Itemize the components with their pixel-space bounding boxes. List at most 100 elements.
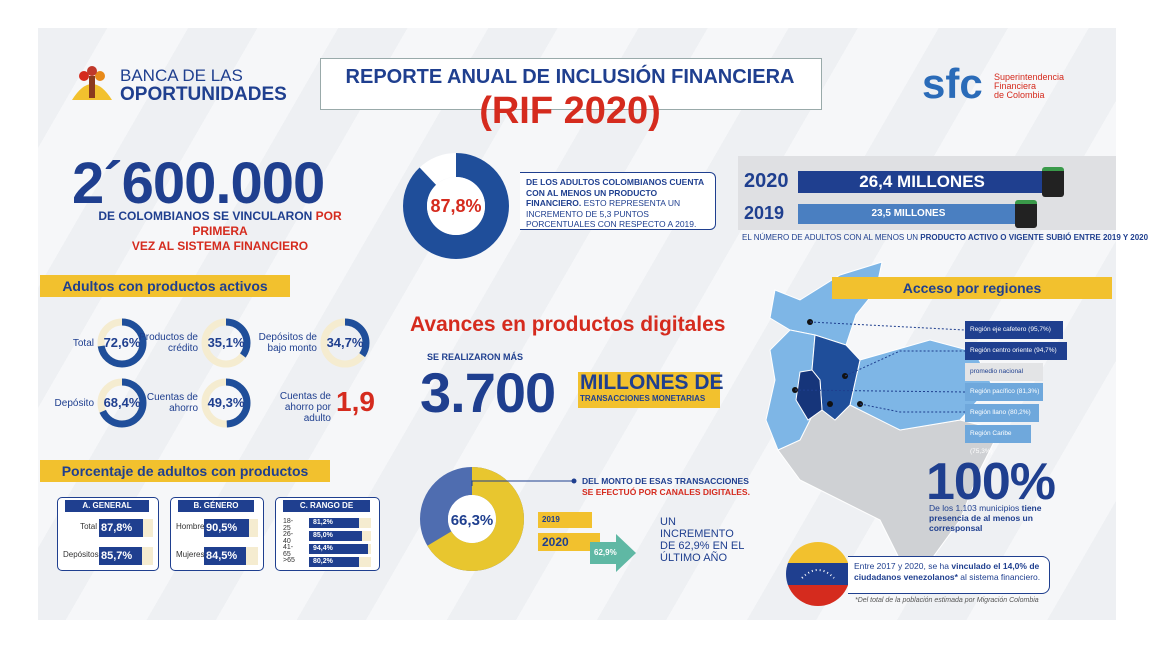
year-bar	[538, 512, 592, 528]
ring-label: Total	[72, 337, 94, 349]
row-label: >65	[283, 557, 295, 564]
ring	[320, 318, 370, 368]
digital-number: 3.700	[420, 361, 556, 424]
big-number: 2´600.000	[72, 151, 325, 216]
bar-value: 94,4%	[313, 545, 333, 552]
leader-line	[471, 480, 574, 486]
ring-arc	[320, 318, 370, 368]
row-label: Depósitos	[63, 550, 99, 559]
text: al sistema financiero.	[960, 571, 1041, 582]
ring-value: 68,4%	[103, 395, 141, 410]
ring-label: Productos de crédito	[139, 332, 198, 354]
text: De los 1.103 municipios	[929, 503, 1020, 513]
year-label: 2019	[542, 515, 560, 524]
donut-arc	[403, 153, 509, 259]
sfc-logo: sfc	[922, 60, 983, 107]
donut-text: DE LOS ADULTOS COLOMBIANOS CUENTA CON AL…	[520, 172, 716, 230]
region-label: Región Caribe (75,3%)	[965, 425, 1031, 455]
digital-unit-box	[578, 372, 720, 408]
ring	[97, 378, 147, 428]
digital-unit: MILLONES DE	[580, 371, 724, 394]
sfc-name-line: de Colombia	[994, 90, 1045, 100]
row-label: Hombres	[176, 522, 209, 531]
row-label: 18-25	[283, 518, 294, 532]
growth-text: UN INCREMENTO DE 62,9% EN EL ÚLTIMO AÑO	[660, 516, 744, 564]
ring-label: Depósito	[54, 397, 94, 409]
digital-intro: SE REALIZARON MÁS	[427, 352, 524, 362]
bar-value: 84,5%	[206, 550, 238, 562]
title: REPORTE ANUAL DE INCLUSIÓN FINANCIERA	[345, 66, 795, 88]
bar	[309, 518, 360, 528]
map-region	[795, 369, 823, 421]
growth-label: 62,9%	[594, 548, 617, 557]
region-label: Región pacífico (81,3%)	[965, 383, 1043, 401]
bar-value: 85,7%	[101, 550, 133, 562]
ring-value: 35,1%	[207, 335, 245, 350]
bar-value: 90,5%	[206, 522, 238, 534]
ring-value: 49,3%	[207, 395, 245, 410]
leaders	[794, 321, 966, 413]
map-region	[849, 339, 993, 431]
logo-trunk	[89, 76, 95, 98]
coverage-text: De los 1.103 municipios tiene presencia …	[929, 503, 1069, 533]
section-header: Acceso por regiones	[832, 277, 1112, 299]
bar	[309, 557, 359, 567]
map-dot	[827, 401, 833, 407]
region-label: Región llano (80,2%)	[965, 404, 1039, 422]
flag-stripe	[786, 585, 850, 606]
donut-label: 87,8%	[430, 196, 481, 216]
digital-unit2: TRANSACCIONES MONETARIAS	[580, 394, 706, 403]
coverage: 100%	[926, 453, 1056, 511]
year-note: EL NÚMERO DE ADULTOS CON AL MENOS UN PRO…	[742, 233, 1148, 242]
leader-line	[859, 403, 965, 413]
sfc-name: Superintendencia Financiera de Colombia	[994, 73, 1064, 100]
bar	[204, 547, 247, 565]
text: VEZ AL SISTEMA FINANCIERO	[131, 239, 309, 253]
group-title: C. RANGO DE EDADES	[283, 500, 370, 522]
wallet	[1014, 200, 1037, 228]
venezuela-box: Entre 2017 y 2020, se ha vinculado el 14…	[848, 556, 1050, 594]
logo-leaf	[95, 71, 105, 81]
bar	[99, 519, 143, 537]
bar	[309, 531, 362, 541]
row-label: Total	[80, 522, 97, 531]
ring-value: 72,6%	[103, 335, 141, 350]
ring-arc	[97, 378, 147, 428]
growth-arrow	[590, 534, 636, 572]
text-bold: DE LOS ADULTOS COLOMBIANOS CUENTA CON AL…	[526, 177, 704, 208]
bar-value: 87,8%	[101, 522, 133, 534]
bar-value: 85,0%	[313, 532, 333, 539]
ring	[201, 378, 251, 428]
ring-arc	[97, 318, 147, 368]
ring-arc	[201, 378, 251, 428]
text-bold: vinculado el 14,0% de ciudadanos venezol…	[854, 561, 1040, 582]
donut-hole	[448, 495, 496, 543]
leader-dot	[571, 478, 577, 484]
row-label: 26-40	[283, 531, 294, 545]
logo-icon	[72, 66, 112, 100]
flag	[786, 542, 850, 606]
sfc-name-line: Financiera	[994, 81, 1037, 91]
map	[765, 261, 1001, 576]
footnote: *Del total de la población estimada por …	[855, 597, 1039, 604]
region-label: promedio nacional (87,8%)	[965, 363, 1043, 393]
wallet	[1042, 167, 1065, 197]
ring-label: Cuentas de ahorro	[146, 392, 198, 414]
leader-line	[809, 321, 966, 331]
text: DE COLOMBIANOS SE VINCULARON	[98, 209, 313, 223]
leader	[471, 478, 577, 486]
text: DEL MONTO DE ESAS TRANSACCIONES	[582, 476, 749, 486]
bar	[99, 547, 142, 565]
group-title: A. GENERAL	[65, 500, 149, 512]
ring-value: 34,7%	[326, 335, 364, 350]
share-text: DEL MONTO DE ESAS TRANSACCIONES SE EFECT…	[582, 476, 752, 498]
donut-hole	[427, 177, 485, 235]
year-label: 2019	[744, 203, 785, 223]
year-bar-label: 26,4 MILLONES	[859, 172, 985, 191]
section-header: Porcentaje de adultos con productos	[40, 460, 330, 482]
flag-stripe	[786, 542, 850, 563]
ring-label: Depósitos de bajo monto	[258, 332, 317, 354]
year-bar	[538, 533, 600, 551]
digital-title: Avances en productos digitales	[410, 313, 726, 336]
